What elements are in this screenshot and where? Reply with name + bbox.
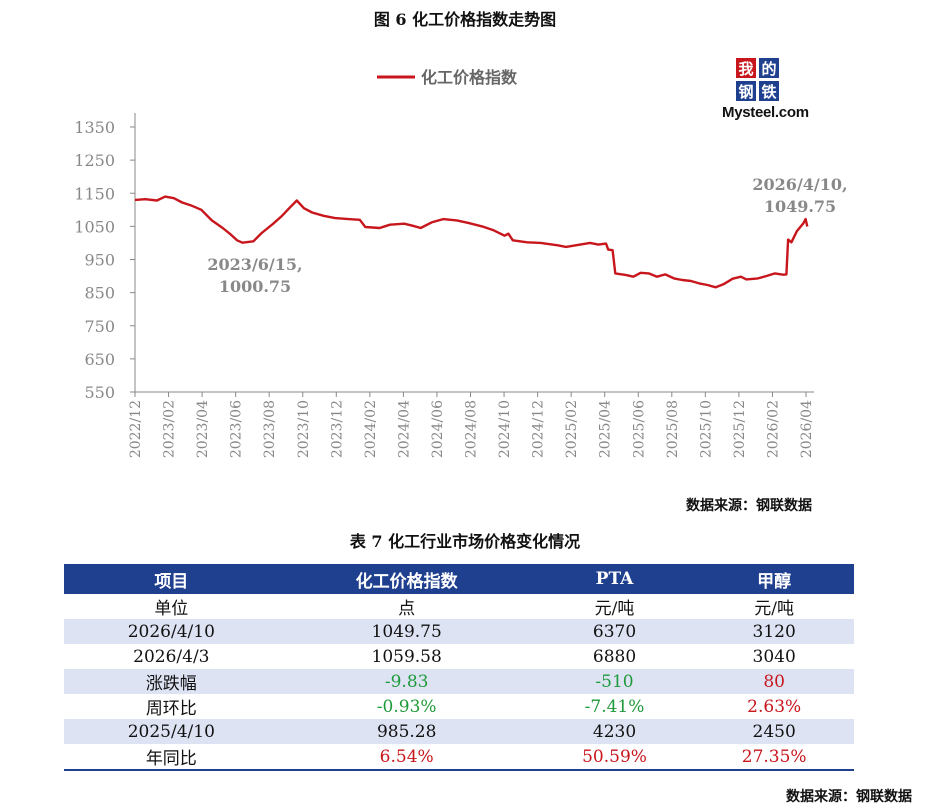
x-tick-label: 2023/04 [195,400,211,458]
y-tick-label: 650 [84,350,115,369]
table-cell: 6.54% [278,744,535,771]
table-cell: 3040 [752,646,796,667]
x-tick-label: 2025/08 [665,400,681,458]
logo-cell: 铁 [759,81,779,101]
table-cell: 周环比 [145,699,197,719]
price-change-table: 项目 化工价格指数 PTA 甲醇 单位点元/吨 元/吨 2026/4/10 1049.… [64,564,854,771]
table-cell: 涨跌幅 [64,669,279,694]
x-tick-label: 2025/04 [598,400,614,458]
x-tick-label: 2023/12 [329,400,345,458]
table-cell: -510 [534,669,695,694]
x-tick-label: 2024/10 [497,400,513,458]
y-tick-label: 1250 [74,151,115,170]
x-tick-label: 2025/12 [732,400,748,458]
table-cell: 2026/4/10 [64,619,279,644]
x-tick-label: 2024/12 [531,400,547,458]
x-tick-label: 2026/04 [799,400,815,458]
legend-label: 化工价格指数 [421,68,518,87]
table-cell: 2450 [694,719,854,744]
x-tick-label: 2022/12 [128,400,144,458]
header-index: 化工价格指数 [278,564,535,594]
x-tick-label: 2023/10 [296,400,312,458]
table-cell: 80 [694,669,854,694]
table-cell: 2026/4/3 [133,646,210,667]
table-cell: 元/吨 [594,599,635,619]
table-cell: 6880 [592,646,637,667]
table-cell: -7.41% [584,696,645,717]
logo-wordmark: Mysteel.com [722,104,809,121]
table-cell: 6370 [534,619,695,644]
header-methanol: 甲醇 [694,564,854,594]
y-tick-label: 550 [84,383,115,402]
table-header-row: 项目 化工价格指数 PTA 甲醇 [64,564,854,594]
table-cell: 年同比 [64,744,279,771]
x-tick-label: 2024/08 [464,400,480,458]
table-cell: 点 [398,599,416,619]
header-item: 项目 [64,564,279,594]
table-cell: 元/吨 [754,599,795,619]
table-cell: 1049.75 [278,619,535,644]
table-cell: 4230 [534,719,695,744]
table-row: 周环比 -0.93% -7.41% 2.63% [64,694,854,720]
annotation-label: 1049.75 [764,197,836,216]
y-tick-label: 1350 [74,118,115,137]
x-tick-label: 2025/10 [698,400,714,458]
x-tick-label: 2023/06 [229,400,245,458]
chart-source-note: 数据来源：钢联数据 [686,498,812,514]
table-cell: 2.63% [747,696,802,717]
table-body: 单位点元/吨 元/吨 2026/4/10 1049.75 6370 3120 2026/4/… [64,594,854,771]
table-title: 表 7 化工行业市场价格变化情况 [349,532,581,551]
line-chart: 1350 1250 1150 1050 950 850 750 650 550 2022/12 20… [74,68,847,458]
y-tick-label: 1050 [74,217,115,236]
table-cell: -0.93% [376,696,437,717]
table-cell: 1059.58 [371,646,442,667]
logo-cell: 我 [736,58,756,78]
x-tick-label: 2023/08 [262,400,278,458]
x-tick-label: 2024/04 [396,400,412,458]
table-cell: 985.28 [278,719,535,744]
x-tick-label: 2024/06 [430,400,446,458]
table-cell: 3120 [694,619,854,644]
table-row: 单位 点 元/吨 元/吨 [64,594,854,619]
x-tick-label: 2025/06 [631,400,647,458]
table-cell: 27.35% [694,744,854,771]
table-row: 2026/4/3 1059.58 6880 3040 [64,644,854,669]
x-tick-label: 2025/02 [564,400,580,458]
table-cell: 50.59% [534,744,695,771]
series-line [134,195,809,289]
table-row: 2026/4/10 1049.75 6370 3120 [64,619,854,644]
table-cell: 2025/4/10 [64,719,279,744]
mysteel-logo: 我 的 钢 铁 Mysteel.com [716,58,836,128]
annotation-label: 2026/4/10, [752,175,847,194]
y-tick-label: 1150 [74,184,115,203]
table-row: 涨跌幅 -9.83 -510 80 [64,669,854,694]
y-tick-label: 850 [84,284,115,303]
annotation-label: 2023/6/15, [207,255,302,274]
x-tick-label: 2024/02 [363,400,379,458]
table-row: 2025/4/10 985.28 4230 2450 [64,719,854,744]
x-tick-label: 2026/02 [765,400,781,458]
table-source-note: 数据来源：钢联数据 [786,789,912,805]
table-row: 年同比 6.54% 50.59% 27.35% [64,744,854,771]
logo-cell: 钢 [736,81,756,101]
x-tick-label: 2023/02 [162,400,178,458]
figure-title: 图 6 化工价格指数走势图 [373,10,557,29]
table-cell: 单位 [154,599,189,619]
logo-grid: 我 的 钢 铁 [736,58,780,102]
logo-cell: 的 [759,58,779,78]
y-tick-label: 950 [84,251,115,270]
annotation-label: 1000.75 [219,277,291,296]
header-pta: PTA [534,564,695,594]
table-cell: -9.83 [278,669,535,694]
y-tick-label: 750 [84,317,115,336]
